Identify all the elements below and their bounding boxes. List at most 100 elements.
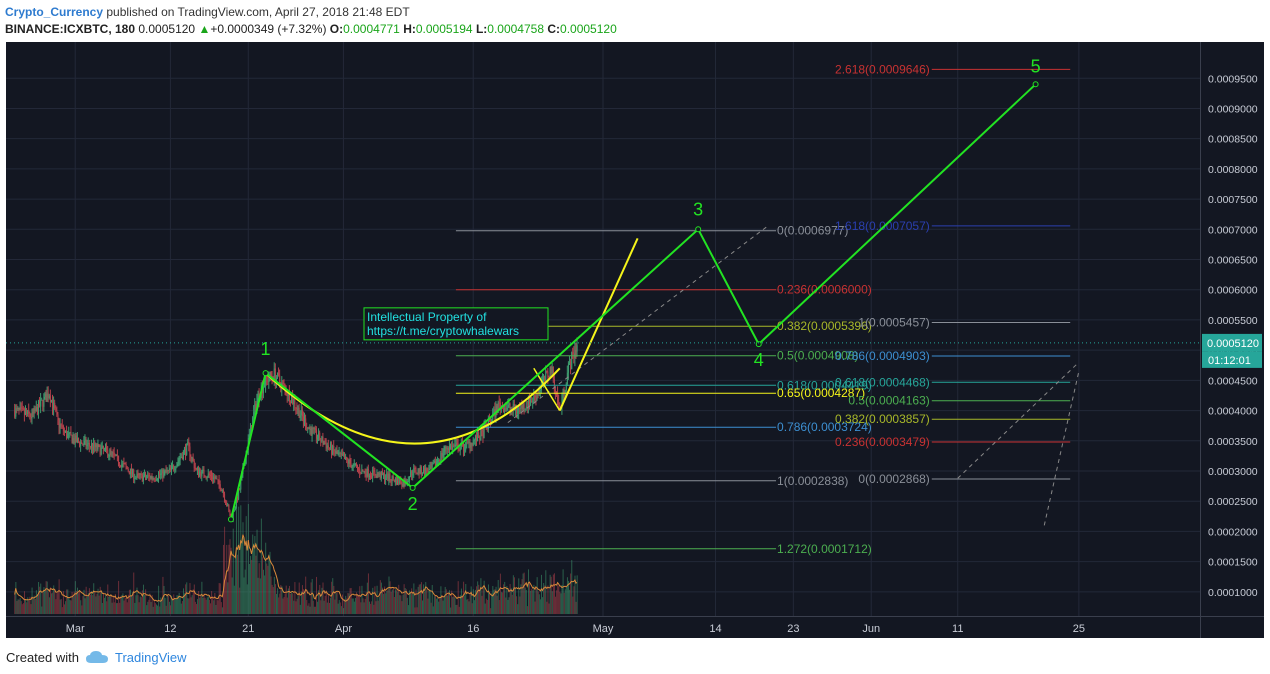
candle-body xyxy=(298,407,300,418)
price-chart[interactable]: 0.0009500 0.0009000 0.0008500 0.0008000 0.00… xyxy=(6,42,1264,638)
candle-body xyxy=(171,466,173,470)
candle-body xyxy=(73,438,75,444)
volume-bar xyxy=(548,603,550,614)
candle-body xyxy=(68,432,70,434)
price-tick-label: 0.0006500 xyxy=(1208,255,1258,267)
candle-body xyxy=(519,408,521,410)
volume-bar xyxy=(19,598,21,614)
volume-bar xyxy=(258,563,260,614)
volume-bar xyxy=(570,573,572,614)
candle-body xyxy=(401,484,403,487)
volume-bar xyxy=(463,581,465,614)
volume-bars xyxy=(14,504,578,614)
candle-body xyxy=(271,376,273,378)
candle-body xyxy=(123,463,125,465)
candle-body xyxy=(81,442,83,444)
volume-bar xyxy=(167,595,169,614)
fib-level-label: 1(0.0002838) xyxy=(777,474,848,488)
candle-body xyxy=(264,385,266,388)
candle-body xyxy=(458,450,460,452)
candle-body xyxy=(299,415,301,418)
candle-body xyxy=(131,468,133,474)
volume-bar xyxy=(67,589,69,614)
candle-body xyxy=(175,467,177,470)
candle-body xyxy=(238,489,240,500)
author-link[interactable]: Crypto_Currency xyxy=(5,5,104,19)
volume-bar xyxy=(112,596,114,614)
candle-body xyxy=(521,405,523,410)
volume-bar xyxy=(153,599,155,614)
candle-body xyxy=(18,407,20,410)
candle-body xyxy=(441,453,443,457)
candle-body xyxy=(159,474,161,476)
volume-bar xyxy=(545,570,547,614)
current-price-value: 0.0005120 xyxy=(1207,338,1259,350)
volume-bar xyxy=(447,593,449,614)
candle-body xyxy=(549,366,551,378)
volume-bar xyxy=(106,601,108,614)
volume-bar xyxy=(431,585,433,614)
candle-body xyxy=(282,382,284,384)
volume-bar xyxy=(348,593,350,614)
candle-body xyxy=(307,427,309,429)
chart-area[interactable]: 0.0009500 0.0009000 0.0008500 0.0008000 0.00… xyxy=(6,42,1264,638)
candle-body xyxy=(178,459,180,462)
candle-body xyxy=(391,476,393,482)
candle-body xyxy=(530,400,532,406)
volume-bar xyxy=(571,560,573,614)
date-tick-label: Jun xyxy=(862,623,880,635)
volume-bar xyxy=(18,599,20,614)
candle-body xyxy=(248,433,250,438)
candle-body xyxy=(339,452,341,454)
volume-bar xyxy=(423,584,425,614)
candle-body xyxy=(158,474,160,479)
candle-body xyxy=(257,393,259,399)
tradingview-link[interactable]: TradingView xyxy=(114,649,187,665)
volume-bar xyxy=(345,595,347,614)
volume-bar xyxy=(458,606,460,614)
volume-bar xyxy=(416,607,418,614)
candle-body xyxy=(296,408,298,410)
candle-body xyxy=(153,478,155,480)
volume-bar xyxy=(62,591,64,614)
candle-body xyxy=(195,468,197,470)
candle-body xyxy=(102,445,104,450)
candle-body xyxy=(155,479,157,481)
candle-body xyxy=(128,471,130,475)
price-tick-label: 0.0005500 xyxy=(1208,315,1258,327)
volume-bar xyxy=(445,589,447,614)
volume-bar xyxy=(322,582,324,614)
candle-body xyxy=(300,410,302,416)
candle-body xyxy=(400,479,402,485)
volume-bar xyxy=(366,582,368,614)
date-tick-label: 11 xyxy=(952,623,963,635)
volume-bar xyxy=(397,591,399,614)
candle-body xyxy=(24,409,26,415)
volume-bar xyxy=(284,593,286,614)
candle-body xyxy=(140,473,142,475)
volume-bar xyxy=(389,581,391,614)
volume-bar xyxy=(537,591,539,614)
candle-body xyxy=(323,442,325,445)
volume-bar xyxy=(38,581,40,614)
candle-body xyxy=(321,436,323,442)
wave-point xyxy=(227,516,234,523)
candle-body xyxy=(154,479,156,481)
candle-body xyxy=(349,459,351,464)
volume-bar xyxy=(563,592,565,614)
volume-bar xyxy=(340,606,342,614)
volume-bar xyxy=(565,586,567,614)
candle-body xyxy=(216,478,218,480)
candle-body xyxy=(98,444,100,446)
candle-body xyxy=(157,478,159,480)
volume-bar xyxy=(327,594,329,614)
candle-body xyxy=(333,445,335,451)
volume-bar xyxy=(410,592,412,614)
price-tick-label: 0.0004000 xyxy=(1208,406,1258,418)
candle-body xyxy=(423,468,425,474)
candle-body xyxy=(136,473,138,478)
volume-bar xyxy=(487,584,489,614)
volume-bar xyxy=(568,580,570,614)
publish-line: Crypto_Currency published on TradingView… xyxy=(5,3,1265,21)
volume-bar xyxy=(252,534,254,614)
